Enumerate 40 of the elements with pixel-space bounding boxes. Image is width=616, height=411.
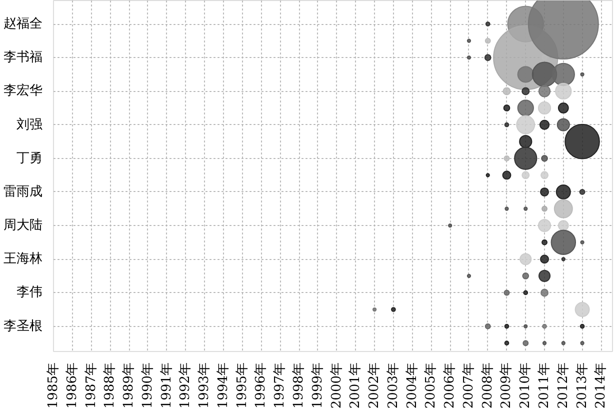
x-tick-label: 2000年 [329,362,344,409]
y-tick-label: 雷雨成 [4,184,42,200]
y-tick-label: 李宏华 [4,82,42,99]
y-tick-label: 王海林 [4,252,42,267]
x-tick-label: 1990年 [140,362,156,409]
y-tick-label: 李伟 [16,285,42,300]
x-tick-label: 1989年 [122,362,137,409]
x-tick-label: 2002年 [367,362,382,409]
x-tick-label: 2004年 [404,362,420,409]
x-tick-label: 2014年 [594,362,609,409]
y-tick-label: 周大陆 [4,218,42,234]
y-tick-label: 刘强 [16,117,42,132]
x-tick-label: 1998年 [292,362,307,409]
x-tick-label: 1993年 [197,362,212,409]
x-tick-label: 2013年 [574,362,590,409]
x-tick-label: 1996年 [254,362,269,409]
x-tick-label: 2007年 [461,362,476,409]
x-tick-label: 2011年 [537,362,552,409]
x-tick-label: 1992年 [178,362,194,409]
x-tick-label: 1995年 [234,362,250,409]
x-tick-label: 1994年 [216,362,231,409]
x-tick-label: 1988年 [102,362,118,409]
x-tick-label: 1991年 [159,362,174,409]
x-tick-label: 2001年 [348,362,364,409]
x-tick-label: 2005年 [424,362,439,409]
x-tick-label: 1986年 [64,362,80,409]
y-tick-label: 丁勇 [16,150,42,166]
x-tick-label: 2003年 [386,362,401,409]
y-tick-label: 赵福全 [4,16,42,32]
x-tick-label: 2012年 [556,362,571,409]
x-tick-label: 1985年 [46,362,61,409]
y-tick-label: 李圣根 [4,318,42,334]
x-tick-label: 1997年 [272,362,288,409]
x-tick-label: 2009年 [499,362,514,409]
x-tick-label: 1999年 [310,362,326,409]
x-tick-label: 2006年 [442,362,458,409]
y-tick-label: 李书福 [4,50,42,66]
x-tick-label: 2010年 [518,362,534,409]
x-tick-label: 2008年 [480,362,496,409]
x-tick-label: 1987年 [84,362,99,409]
